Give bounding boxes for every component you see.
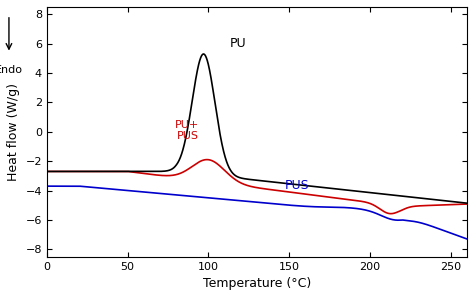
- Y-axis label: Heat flow (W/g): Heat flow (W/g): [7, 83, 20, 181]
- X-axis label: Temperature (°C): Temperature (°C): [203, 277, 311, 290]
- Text: PU: PU: [229, 37, 246, 50]
- Text: PU+
PUS: PU+ PUS: [175, 119, 200, 141]
- Text: PUS: PUS: [285, 179, 310, 192]
- Text: Endo: Endo: [0, 65, 23, 75]
